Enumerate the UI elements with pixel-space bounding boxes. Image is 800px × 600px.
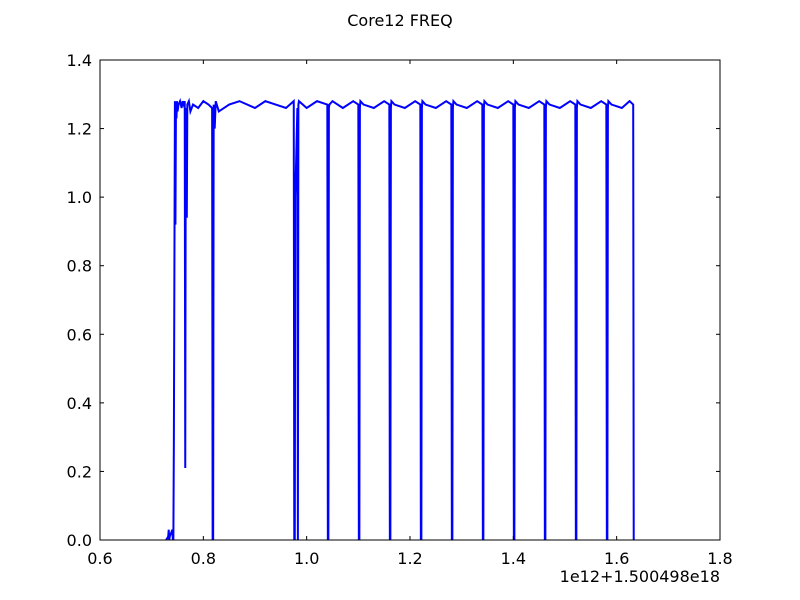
x-tick-label: 0.8 xyxy=(191,549,216,568)
x-tick-label: 1.4 xyxy=(501,549,526,568)
series-line-0 xyxy=(165,97,635,540)
y-tick-label: 0.8 xyxy=(67,257,92,276)
y-tick-label: 0.4 xyxy=(67,394,92,413)
y-tick-label: 0.2 xyxy=(67,462,92,481)
chart-title: Core12 FREQ xyxy=(347,11,453,30)
y-tick-label: 1.4 xyxy=(67,51,92,70)
y-tick-label: 1.0 xyxy=(67,188,92,207)
x-axis-offset-label: 1e12+1.500498e18 xyxy=(560,567,720,586)
plot-frame xyxy=(99,59,721,541)
y-tick-label: 1.2 xyxy=(67,120,92,139)
x-tick-label: 1.8 xyxy=(707,549,732,568)
x-tick-label: 1.2 xyxy=(397,549,422,568)
x-tick-label: 0.6 xyxy=(87,549,112,568)
y-tick-label: 0.0 xyxy=(67,531,92,550)
y-axis: 0.0 0.2 0.4 0.6 0.8 1.0 1.2 1.4 xyxy=(67,51,720,550)
x-tick-label: 1.6 xyxy=(604,549,629,568)
x-tick-label: 1.0 xyxy=(294,549,319,568)
x-axis: 0.6 0.8 1.0 1.2 1.4 1.6 1.8 xyxy=(87,60,733,568)
y-tick-label: 0.6 xyxy=(67,325,92,344)
series-layer xyxy=(165,97,635,540)
plot-area xyxy=(99,59,721,541)
